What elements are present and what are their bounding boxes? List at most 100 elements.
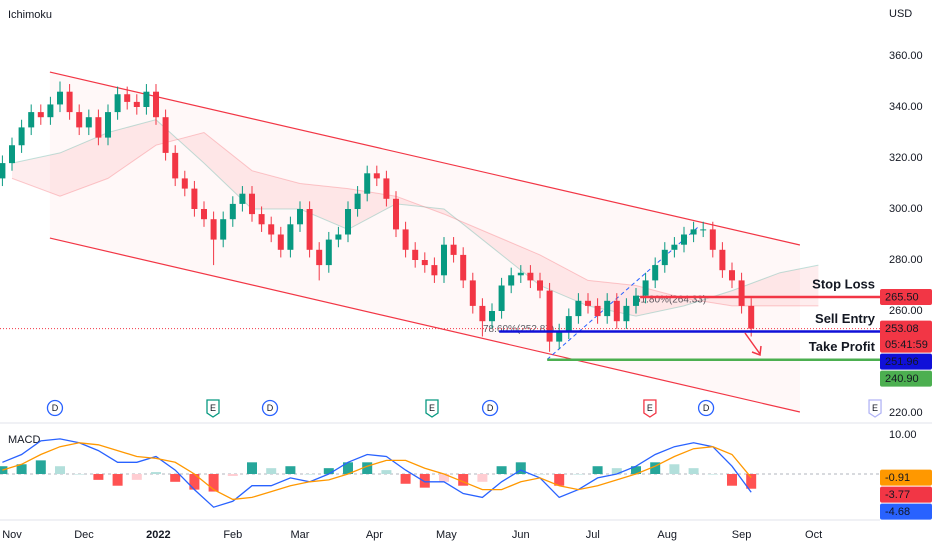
x-tick-label: Oct [805, 529, 822, 541]
macd-histogram-bar [438, 474, 449, 482]
signal-line [2, 442, 752, 501]
candle-body [584, 300, 591, 306]
macd-histogram-bar [227, 474, 238, 476]
price-badge-label: -0.91 [885, 472, 910, 484]
y-tick-label: 280.00 [889, 254, 923, 266]
level-name: Stop Loss [812, 276, 875, 291]
candle-body [440, 244, 447, 276]
candle-body [661, 249, 668, 266]
event-label: D [267, 403, 274, 413]
candle-body [508, 275, 515, 286]
price-badge [880, 288, 932, 305]
candle-body [8, 145, 15, 164]
event-icon [261, 399, 279, 417]
macd-histogram-bar [16, 464, 27, 475]
macd-line [2, 438, 752, 508]
price-badge [880, 486, 932, 503]
macd-histogram-bar [630, 466, 641, 475]
macd-histogram-bar [554, 474, 565, 486]
candle-body [690, 229, 697, 235]
candle-body [594, 305, 601, 317]
event-icon [643, 399, 657, 418]
candle-body [383, 178, 390, 199]
event-icon [868, 399, 882, 418]
x-tick-label: 2022 [146, 529, 170, 541]
macd-histogram-bar [400, 474, 411, 484]
candle-body [402, 229, 409, 250]
x-tick-label: Mar [291, 529, 310, 541]
candle-body [28, 112, 35, 128]
candle-body [575, 300, 582, 317]
macd-histogram-bar [592, 466, 603, 475]
x-tick-label: Jul [586, 529, 600, 541]
candle-body [450, 244, 457, 255]
candle-body [536, 280, 543, 291]
candle-body [652, 265, 659, 281]
candle-body [133, 101, 140, 107]
candle-body [18, 127, 25, 146]
event-icon [481, 399, 499, 417]
candle-body [258, 214, 265, 225]
candle-body [613, 300, 620, 322]
cloud-span-a [11, 119, 819, 317]
macd-histogram-bar [304, 474, 315, 475]
macd-histogram-bar [650, 462, 661, 475]
candle-body [248, 193, 255, 215]
candle-body [364, 173, 371, 194]
candle-body [316, 249, 323, 266]
plot: 61.80%(264.33) 78.60%(252.87) Stop Loss Sel… [0, 50, 932, 541]
candle-body [181, 178, 188, 189]
macd-title: MACD [8, 434, 40, 446]
event-icon [206, 399, 220, 418]
candle-body [85, 117, 92, 128]
y-tick-label: 220.00 [889, 407, 923, 419]
candle-body [277, 234, 284, 250]
event-label: E [210, 403, 216, 413]
candle-body [546, 290, 553, 342]
candle-body [287, 224, 294, 250]
macd-histogram-bar [746, 474, 757, 489]
price-badge-label: -3.77 [885, 489, 910, 501]
channel-line [49, 71, 801, 246]
candle-body [556, 331, 563, 342]
macd-histogram-bar [726, 474, 737, 486]
cloud-span-b [11, 131, 819, 307]
macd-histogram-bar [54, 466, 65, 475]
macd-histogram-bar [170, 474, 181, 482]
macd-histogram-bar [246, 462, 257, 475]
candle-body [104, 112, 111, 138]
macd-histogram-bar [477, 474, 488, 482]
event-label: E [647, 403, 653, 413]
candle-body [479, 305, 486, 322]
y-tick-label: 360.00 [889, 50, 923, 62]
candle-body [0, 163, 6, 179]
x-tick-label: Jun [512, 529, 530, 541]
x-tick-label: Dec [74, 529, 94, 541]
x-tick-label: May [436, 529, 457, 541]
price-badge [880, 353, 932, 370]
candle-body [200, 208, 207, 220]
fib-label: 61.80%(264.33) [635, 295, 706, 306]
candle-body [748, 305, 755, 329]
price-badge-label: -4.68 [885, 506, 910, 518]
candle-body [162, 117, 169, 153]
macd-histogram-bar [515, 462, 526, 475]
candle-body [700, 229, 707, 231]
x-tick-label: Apr [366, 529, 383, 541]
candle-body [95, 117, 102, 138]
macd-histogram-bar [669, 464, 680, 475]
candle-body [296, 208, 303, 225]
candle-body [623, 305, 630, 322]
macd-histogram-bar [611, 468, 622, 475]
macd-histogram-bar [381, 470, 392, 475]
macd-histogram-bar [688, 468, 699, 475]
y-tick-label: 320.00 [889, 152, 923, 164]
level-name: Take Profit [809, 339, 876, 354]
event-icon [425, 399, 439, 418]
macd-histogram-bar [35, 460, 46, 475]
candle-body [37, 112, 44, 118]
candle-body [268, 224, 275, 235]
macd-histogram-bar [150, 472, 161, 475]
candle-body [392, 198, 399, 230]
